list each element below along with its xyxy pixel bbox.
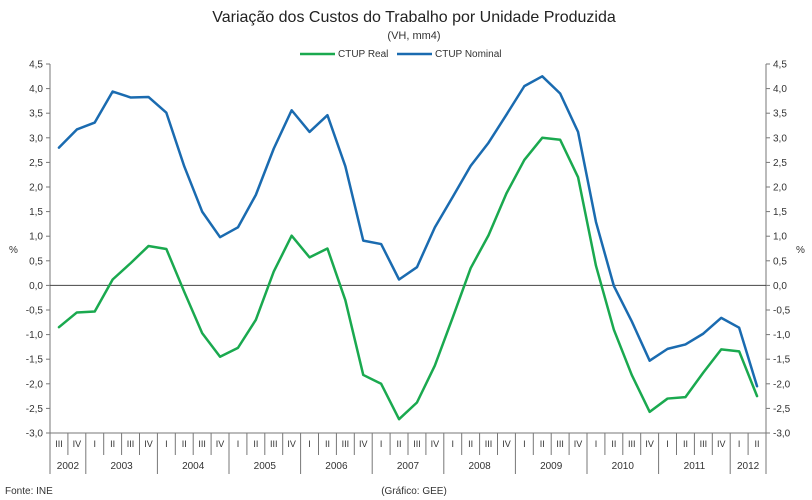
y-tick-label-right: 1,0 [773, 232, 787, 243]
x-quarter-label: IV [574, 439, 583, 449]
legend-label-ctup-real: CTUP Real [338, 49, 388, 60]
series-line-ctup-real [57, 136, 759, 421]
y-tick-label-right: -3,0 [773, 429, 791, 440]
x-quarter-label: I [165, 439, 168, 449]
x-quarter-label: II [683, 439, 688, 449]
x-quarter-label: I [93, 439, 96, 449]
x-axis: III IV I II III IV I II III IV I II III IV I II III IV I II… [49, 432, 767, 474]
y-tick-label-left: 4,0 [29, 84, 43, 95]
y-tick-label-left: -2,5 [26, 404, 44, 415]
x-quarter-label: IV [502, 439, 511, 449]
x-quarter-label: III [556, 439, 564, 449]
y-tick-label-left: -1,0 [26, 330, 44, 341]
x-quarter-label: I [237, 439, 240, 449]
x-quarter-label: II [397, 439, 402, 449]
y-tick-label-left: -0,5 [26, 306, 44, 317]
y-tick-label-right: 4,0 [773, 84, 787, 95]
x-year-label: 2008 [468, 461, 491, 472]
x-quarter-label: I [523, 439, 526, 449]
y-tick-label-right: 2,5 [773, 158, 787, 169]
y-tick-label-right: 3,5 [773, 109, 787, 120]
y-tick-label-right: 2,0 [773, 183, 787, 194]
x-quarter-label: II [325, 439, 330, 449]
y-tick-label-left: 2,5 [29, 158, 43, 169]
y-tick-label-right: 0,5 [773, 256, 787, 267]
x-year-label: 2003 [110, 461, 133, 472]
y-tick-label-right: -2,5 [773, 404, 791, 415]
x-quarter-label: IV [645, 439, 654, 449]
y-tick-label-left: 2,0 [29, 183, 43, 194]
axes: 4,5 4,5 4,0 4,0 3,5 3,5 3,0 3,0 2,5 2,5 2,0 2,0 1,5 1… [26, 60, 791, 440]
x-year-label: 2004 [182, 461, 205, 472]
x-quarter-label: III [198, 439, 206, 449]
source-note: Fonte: INE [5, 486, 53, 497]
credit-note: (Gráfico: GEE) [381, 486, 447, 497]
y-tick-label-left: 0,0 [29, 281, 43, 292]
x-quarter-label: III [485, 439, 493, 449]
x-year-label: 2002 [57, 461, 80, 472]
y-axis-label-right: % [796, 245, 805, 256]
chart-subtitle: (VH, mm4) [387, 30, 440, 42]
y-tick-label-left: 0,5 [29, 256, 43, 267]
x-quarter-label: I [308, 439, 311, 449]
x-quarter-label: III [342, 439, 350, 449]
y-tick-label-right: 1,5 [773, 207, 787, 218]
y-tick-label-right: 3,0 [773, 133, 787, 144]
x-quarter-label: IV [144, 439, 153, 449]
y-axis-label-left: % [9, 245, 18, 256]
y-tick-label-left: 4,5 [29, 60, 43, 71]
y-tick-label-right: -0,5 [773, 306, 791, 317]
series-line-ctup-nominal [57, 75, 759, 388]
x-quarter-label: III [700, 439, 708, 449]
x-quarter-label: II [755, 439, 760, 449]
x-quarter-label: IV [287, 439, 296, 449]
x-quarter-label: IV [717, 439, 726, 449]
x-quarter-label: I [380, 439, 383, 449]
x-quarter-label: II [110, 439, 115, 449]
y-tick-label-right: -2,0 [773, 379, 791, 390]
x-quarter-label: IV [359, 439, 368, 449]
x-quarter-label: II [540, 439, 545, 449]
x-quarter-label: IV [216, 439, 225, 449]
y-tick-label-right: 0,0 [773, 281, 787, 292]
chart-title: Variação dos Custos do Trabalho por Unid… [212, 9, 616, 26]
x-year-label: 2009 [540, 461, 563, 472]
x-year-label: 2010 [612, 461, 635, 472]
x-year-label: 2012 [737, 461, 760, 472]
y-tick-label-right: -1,0 [773, 330, 791, 341]
legend-label-ctup-nominal: CTUP Nominal [435, 49, 502, 60]
x-quarter-label: II [468, 439, 473, 449]
x-quarter-label: III [55, 439, 63, 449]
x-quarter-label: II [611, 439, 616, 449]
y-tick-label-left: 3,0 [29, 133, 43, 144]
x-year-label: 2006 [325, 461, 348, 472]
x-quarter-label: I [738, 439, 741, 449]
y-tick-label-left: -2,0 [26, 379, 44, 390]
y-tick-label-left: -1,5 [26, 355, 44, 366]
x-year-label: 2005 [254, 461, 277, 472]
x-quarter-label: I [451, 439, 454, 449]
x-year-label: 2007 [397, 461, 420, 472]
x-quarter-label: III [413, 439, 421, 449]
x-year-label: 2011 [684, 461, 706, 472]
y-tick-label-right: 4,5 [773, 60, 787, 71]
y-tick-label-left: 1,5 [29, 207, 43, 218]
x-quarter-label: II [253, 439, 258, 449]
x-quarter-label: IV [431, 439, 440, 449]
y-tick-label-left: -3,0 [26, 429, 44, 440]
x-quarter-label: II [182, 439, 187, 449]
x-quarter-label: III [127, 439, 135, 449]
x-quarter-label: III [270, 439, 278, 449]
series-lines [57, 75, 759, 421]
x-quarter-label: IV [73, 439, 82, 449]
x-quarter-label: I [595, 439, 598, 449]
x-quarter-label: I [666, 439, 669, 449]
legend: CTUP Real CTUP Nominal [300, 49, 502, 60]
y-tick-label-left: 3,5 [29, 109, 43, 120]
y-tick-label-left: 1,0 [29, 232, 43, 243]
y-tick-label-right: -1,5 [773, 355, 791, 366]
x-quarter-label: III [628, 439, 636, 449]
